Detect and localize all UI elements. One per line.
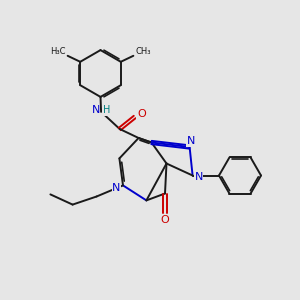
Text: CH₃: CH₃ [136,47,151,56]
Text: H: H [103,105,110,116]
Text: N: N [112,183,121,193]
Text: N: N [92,105,100,116]
Text: O: O [137,109,146,119]
Text: N: N [187,136,195,146]
Text: H₃C: H₃C [50,47,65,56]
Text: N: N [194,172,203,182]
Text: O: O [160,214,169,225]
